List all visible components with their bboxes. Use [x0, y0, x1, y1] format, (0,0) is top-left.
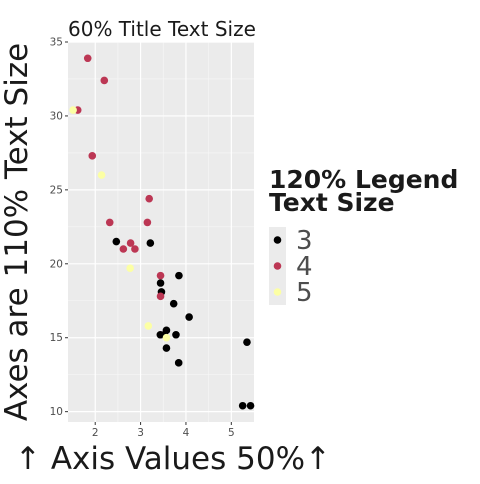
y-tick-labels: 10 15 20 25 30 35 — [50, 37, 68, 418]
data-point-4 — [145, 194, 153, 203]
legend: 120% Legend Text Size 345 — [269, 165, 458, 308]
data-point-4 — [131, 245, 139, 253]
data-point-4 — [156, 271, 165, 280]
y-axis-title: Axes are 110% Text Size — [0, 43, 35, 421]
y-tick-label: 30 — [50, 110, 63, 122]
legend-label-5: 5 — [296, 278, 313, 308]
plot-panel — [68, 42, 254, 422]
legend-label-3: 3 — [296, 226, 313, 256]
data-point-5 — [69, 106, 77, 114]
data-point-3 — [112, 237, 121, 246]
data-point-5 — [126, 264, 134, 273]
x-tick-label: 5 — [228, 427, 235, 439]
data-point-4 — [156, 292, 165, 301]
data-points — [69, 54, 255, 410]
x-tick-label: 2 — [92, 427, 99, 439]
legend-key-4 — [273, 262, 282, 270]
data-point-3 — [156, 279, 165, 287]
x-tick-label: 4 — [183, 427, 190, 439]
data-point-5 — [144, 322, 153, 330]
data-point-3 — [174, 359, 183, 367]
y-tick-label: 25 — [50, 184, 63, 196]
data-point-3 — [246, 401, 255, 410]
data-point-3 — [156, 330, 165, 339]
data-point-5 — [97, 171, 106, 179]
data-point-4 — [88, 152, 97, 160]
y-tick-label: 10 — [50, 406, 63, 418]
y-tick-label: 35 — [50, 37, 63, 49]
data-point-3 — [238, 401, 247, 410]
chart-title: 60% Title Text Size — [68, 17, 256, 41]
y-tick-label: 15 — [50, 332, 63, 344]
legend-key-5 — [273, 288, 282, 296]
data-point-4 — [143, 218, 152, 227]
data-point-4 — [126, 239, 135, 247]
legend-key-3 — [273, 236, 282, 244]
legend-title-line-2: Text Size — [269, 188, 395, 217]
data-point-3 — [169, 299, 178, 308]
data-point-3 — [185, 313, 193, 321]
data-point-5 — [162, 333, 171, 342]
data-point-3 — [243, 338, 251, 346]
data-point-3 — [172, 330, 180, 339]
data-point-4 — [119, 245, 128, 253]
data-point-3 — [146, 239, 155, 247]
data-point-4 — [105, 218, 114, 227]
data-point-4 — [83, 54, 92, 63]
x-tick-label: 3 — [137, 427, 144, 439]
data-point-3 — [162, 344, 171, 352]
x-axis-title: ↑ Axis Values 50%↑ — [15, 441, 331, 477]
legend-label-4: 4 — [296, 252, 313, 282]
y-tick-label: 20 — [50, 258, 63, 270]
legend-keys: 345 — [269, 226, 313, 308]
data-point-4 — [100, 76, 109, 85]
data-point-3 — [175, 271, 183, 280]
x-tick-labels: 2 3 4 5 — [92, 422, 235, 439]
legend-title-line-1: 120% Legend — [269, 165, 458, 194]
